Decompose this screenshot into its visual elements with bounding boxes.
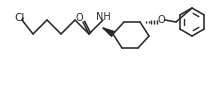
Text: Cl: Cl: [14, 13, 24, 23]
Text: O: O: [157, 15, 165, 25]
Polygon shape: [103, 28, 114, 36]
Text: NH: NH: [96, 12, 110, 22]
Text: O: O: [75, 13, 83, 23]
